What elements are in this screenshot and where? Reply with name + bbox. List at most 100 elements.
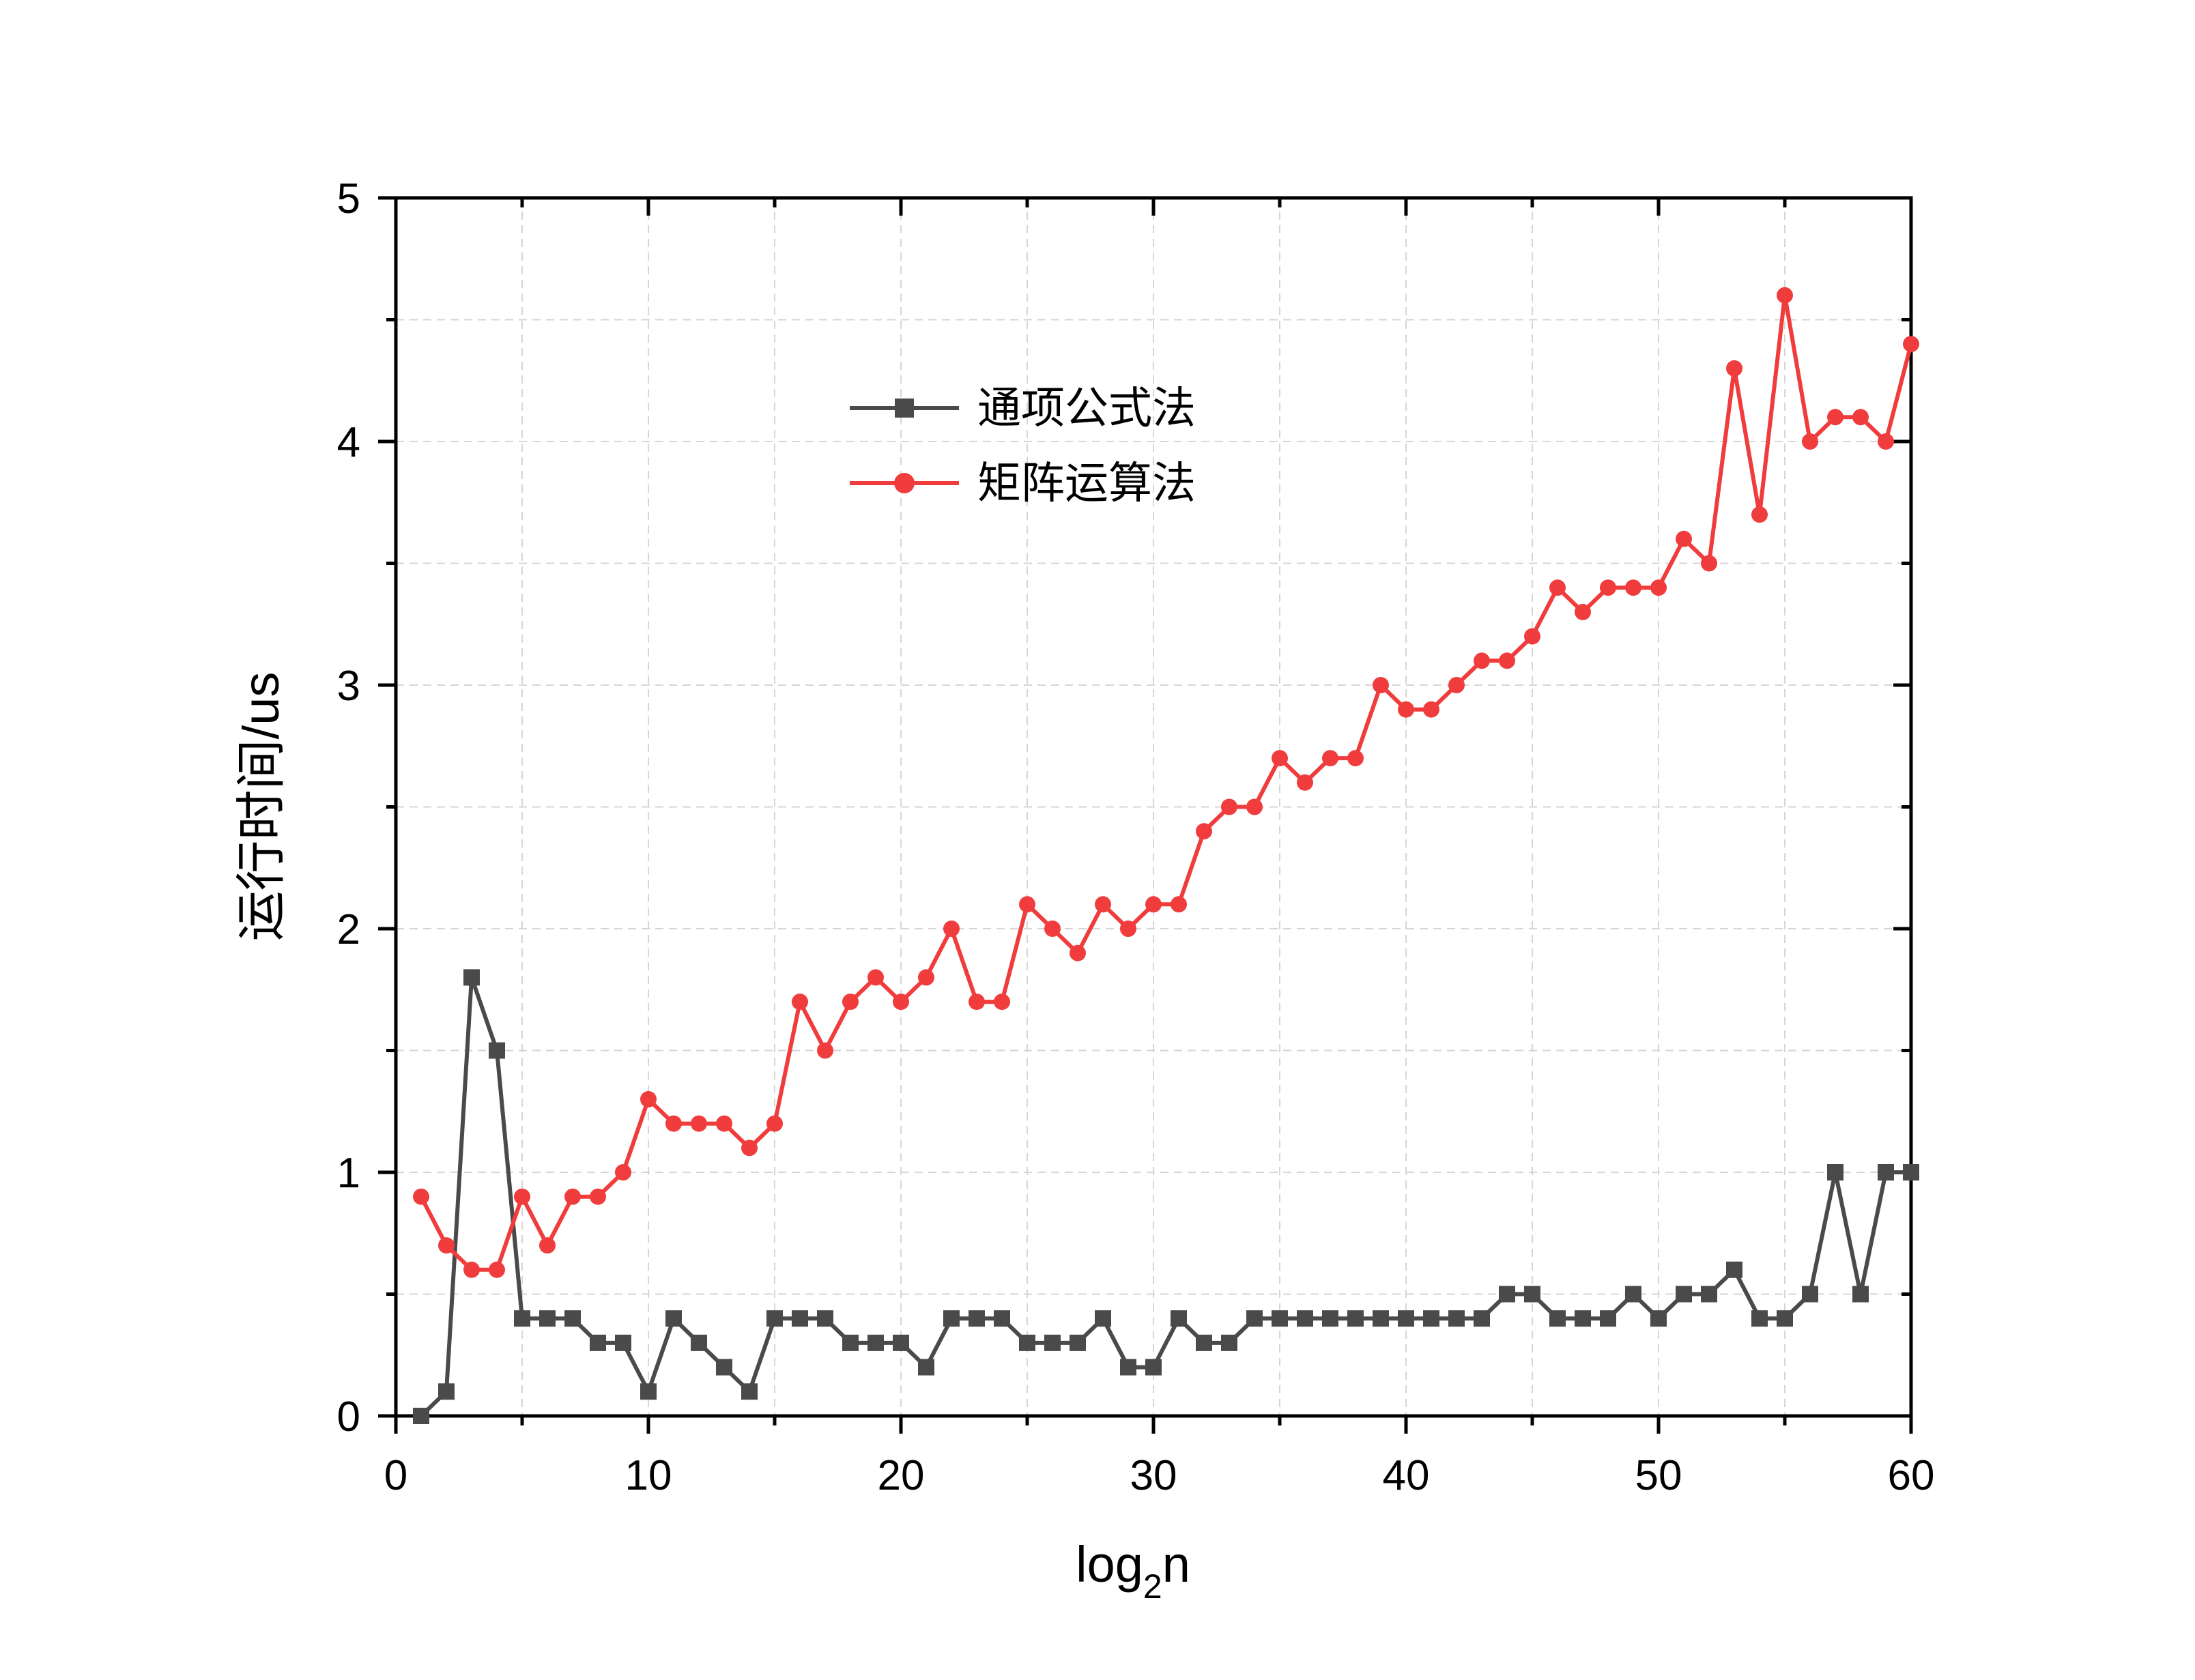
data-point [640, 1090, 657, 1107]
data-point [1575, 603, 1591, 620]
data-point [665, 1115, 682, 1132]
data-point [1196, 823, 1212, 840]
data-point [1474, 652, 1490, 669]
data-point [1474, 1310, 1490, 1327]
data-point [1852, 409, 1869, 426]
data-point [1297, 774, 1313, 791]
data-point [514, 1310, 530, 1327]
data-point [463, 1261, 480, 1278]
x-tick-label: 0 [384, 1452, 407, 1499]
data-point [590, 1188, 606, 1205]
data-point [1575, 1310, 1591, 1327]
legend-label-2: 矩阵运算法 [977, 459, 1196, 509]
data-point [969, 994, 985, 1011]
data-point [1145, 896, 1162, 913]
data-point [994, 994, 1010, 1011]
data-point [1070, 944, 1086, 961]
data-point [1423, 701, 1439, 718]
data-point [1625, 579, 1641, 596]
data-point [1650, 1310, 1667, 1327]
data-point [1120, 921, 1136, 937]
data-point [1751, 506, 1768, 523]
x-tick-label: 30 [1130, 1452, 1177, 1499]
data-point [1322, 1310, 1338, 1327]
x-tick-label: 20 [878, 1452, 925, 1499]
data-point [640, 1383, 657, 1400]
data-point [842, 1334, 859, 1351]
data-point [1524, 628, 1540, 645]
data-point [766, 1115, 783, 1132]
data-point [438, 1383, 455, 1400]
legend-label-1: 通项公式法 [977, 383, 1196, 434]
data-point [1827, 409, 1843, 426]
data-point [489, 1042, 505, 1059]
legend-item-2: 矩阵运算法 [850, 459, 1196, 509]
grid-lines [396, 198, 1911, 1416]
data-point [1272, 750, 1288, 767]
y-tick-label: 1 [337, 1150, 360, 1197]
data-point [615, 1164, 631, 1181]
data-point [1701, 1286, 1717, 1303]
data-point [1499, 1286, 1515, 1303]
x-tick-label: 40 [1383, 1452, 1430, 1499]
data-point [1650, 579, 1667, 596]
data-point [665, 1310, 682, 1327]
data-point [1373, 1310, 1389, 1327]
data-point [1095, 896, 1111, 913]
data-point [1726, 360, 1742, 377]
data-point [1676, 1286, 1692, 1303]
x-axis-title: log2n [1076, 1536, 1190, 1606]
y-tick-label: 4 [337, 419, 360, 466]
data-point [1676, 530, 1692, 547]
data-point [1095, 1310, 1111, 1327]
data-point [792, 994, 808, 1011]
data-point [564, 1188, 581, 1205]
data-point [1701, 555, 1717, 572]
data-point [1448, 1310, 1465, 1327]
data-point [766, 1310, 783, 1327]
data-point [1272, 1310, 1288, 1327]
data-point [1903, 336, 1919, 353]
data-point [489, 1261, 505, 1278]
data-point [943, 1310, 960, 1327]
series-2 [413, 287, 1919, 1278]
y-tick-label: 3 [337, 663, 360, 710]
data-point [1600, 579, 1616, 596]
data-point [1827, 1164, 1843, 1181]
data-point [893, 1334, 909, 1351]
x-tick-label: 60 [1888, 1452, 1935, 1499]
data-point [413, 1408, 429, 1424]
y-tick-label: 0 [337, 1393, 360, 1440]
data-point [691, 1334, 707, 1351]
data-point [615, 1334, 631, 1351]
data-point [1878, 1164, 1894, 1181]
data-point [1373, 677, 1389, 693]
data-point [1878, 433, 1894, 450]
data-point [1802, 1286, 1818, 1303]
data-point [893, 994, 909, 1011]
data-point [1347, 1310, 1364, 1327]
data-point [564, 1310, 581, 1327]
x-tick-label: 50 [1635, 1452, 1682, 1499]
tick-labels: 0 10 20 30 40 50 60 0 1 2 3 4 5 [337, 175, 1935, 1499]
data-point [1196, 1334, 1212, 1351]
data-point [1777, 287, 1793, 304]
data-point [1347, 750, 1364, 767]
legend-item-1: 通项公式法 [850, 383, 1196, 434]
data-point [1019, 896, 1035, 913]
data-point [1903, 1164, 1919, 1181]
data-point [1221, 798, 1237, 815]
data-point [1852, 1286, 1869, 1303]
data-point [1322, 750, 1338, 767]
data-point [590, 1334, 606, 1351]
data-point [741, 1383, 758, 1400]
data-point [1777, 1310, 1793, 1327]
data-point [1423, 1310, 1439, 1327]
data-point [969, 1310, 985, 1327]
data-point [1297, 1310, 1313, 1327]
data-point [943, 921, 960, 937]
data-point [1625, 1286, 1641, 1303]
data-point [867, 969, 884, 986]
data-point [1145, 1359, 1162, 1376]
